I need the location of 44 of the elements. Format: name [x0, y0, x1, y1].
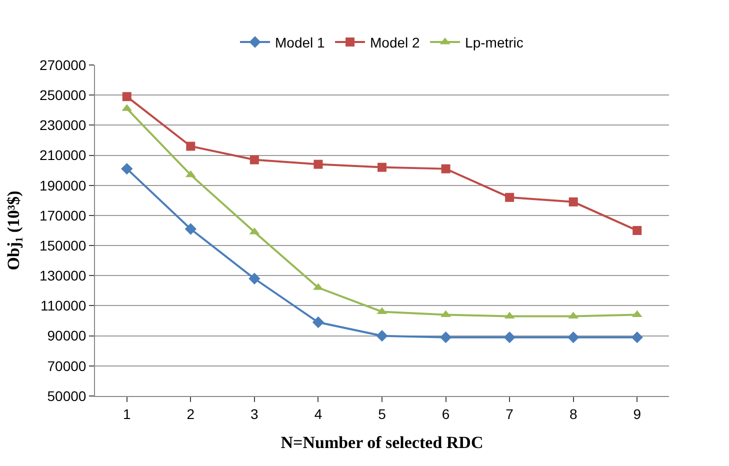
- y-tick-label: 210000: [39, 147, 86, 164]
- point: [505, 192, 514, 202]
- x-tick-label: 6: [442, 406, 450, 422]
- y-axis-title: Obj₁ (10³$): [4, 190, 24, 270]
- point: [441, 164, 450, 174]
- y-tick-label: 70000: [47, 358, 86, 374]
- y-tick-label: 90000: [47, 328, 86, 344]
- y-tick-label: 50000: [47, 388, 86, 404]
- y-tick-label: 270000: [39, 56, 86, 73]
- point: [184, 223, 197, 235]
- point: [504, 331, 516, 344]
- point: [250, 155, 259, 164]
- point: [631, 331, 643, 344]
- y-tick-label: 230000: [39, 117, 86, 134]
- legend-label: Model 1: [275, 34, 326, 50]
- point: [122, 92, 132, 102]
- y-tick-label: 110000: [40, 298, 86, 314]
- x-axis-title: N=Number of selected RDC: [280, 433, 484, 452]
- y-tick-label: 170000: [39, 207, 86, 224]
- point: [440, 331, 452, 344]
- point: [312, 316, 324, 328]
- x-tick-label: 5: [378, 406, 386, 422]
- x-tick-label: 8: [569, 406, 578, 422]
- y-tick-label: 150000: [39, 237, 86, 254]
- y-tick-label: 190000: [39, 177, 86, 194]
- point: [121, 162, 133, 175]
- y-tick-label: 130000: [39, 268, 86, 284]
- point: [567, 331, 580, 344]
- x-tick-label: 9: [633, 406, 642, 422]
- legend-label: Model 2: [370, 34, 420, 50]
- x-tick-label: 4: [314, 406, 322, 422]
- y-tick-label: 250000: [39, 86, 86, 103]
- point: [632, 226, 642, 235]
- point: [186, 142, 196, 151]
- point: [378, 162, 386, 172]
- legend-label: Lp-metric: [465, 34, 524, 50]
- point: [376, 330, 388, 342]
- point: [314, 160, 323, 169]
- x-tick-label: 3: [250, 406, 259, 422]
- point: [568, 197, 578, 206]
- x-tick-label: 7: [506, 406, 514, 422]
- x-tick-label: 2: [186, 406, 195, 422]
- point: [248, 272, 260, 284]
- x-tick-label: 1: [122, 406, 131, 422]
